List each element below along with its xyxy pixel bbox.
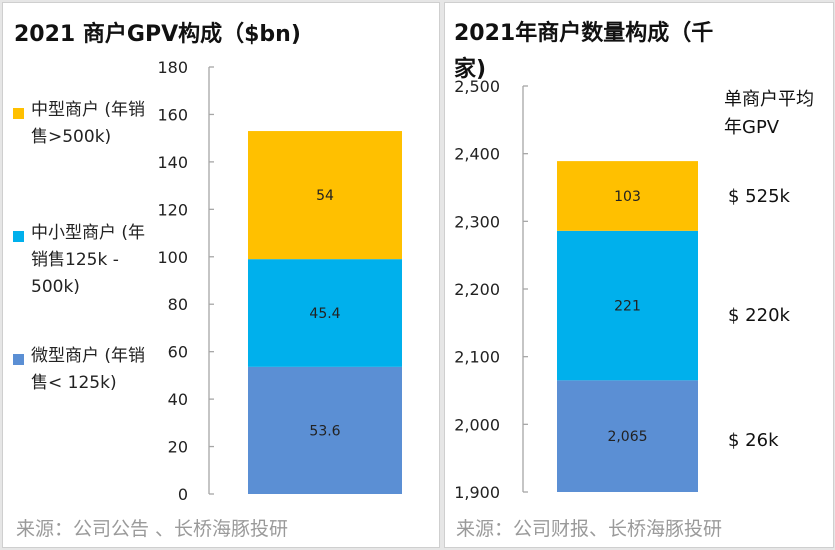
y-tick-label: 60	[168, 343, 188, 362]
data-label: 54	[316, 188, 334, 204]
avg-gpv-small-medium: $ 220k	[728, 305, 790, 326]
bar-segment	[557, 161, 698, 231]
gpv-source-note: 来源：公司公告 、长桥海豚投研	[16, 518, 289, 540]
y-tick-label: 2,300	[454, 212, 500, 231]
avg-gpv-medium: $ 525k	[728, 186, 790, 207]
avg-gpv-micro: $ 26k	[728, 430, 779, 451]
y-tick-label: 40	[168, 390, 188, 409]
y-tick-label: 80	[168, 295, 188, 314]
legend-micro: 微型商户 (年销售< 125k)	[31, 346, 146, 393]
legend-swatch-micro	[13, 354, 24, 365]
legend-swatch-small-medium	[13, 231, 24, 242]
bar-segment	[557, 380, 698, 492]
y-tick-label: 2,100	[454, 348, 500, 367]
bar-segment	[557, 230, 698, 381]
y-tick-label: 2,200	[454, 280, 500, 299]
data-label: 2,065	[607, 429, 647, 445]
y-tick-label: 100	[157, 248, 188, 267]
y-tick-label: 160	[157, 105, 188, 124]
y-tick-label: 0	[178, 485, 188, 504]
data-label: 53.6	[309, 423, 340, 439]
gpv-chart-title: 2021 商户GPV构成（$bn)	[14, 22, 301, 47]
bar-segment	[248, 131, 402, 260]
y-tick-label: 1,900	[454, 483, 500, 502]
y-tick-label: 180	[157, 58, 188, 77]
y-tick-label: 140	[157, 153, 188, 172]
y-tick-label: 2,500	[454, 77, 500, 96]
legend-medium: 中型商户 (年销售>500k)	[31, 100, 146, 147]
bar-segment	[248, 366, 402, 494]
data-label: 45.4	[309, 306, 340, 322]
y-tick-label: 120	[157, 200, 188, 219]
bar-segment	[248, 259, 402, 367]
data-label: 103	[614, 189, 641, 205]
data-label: 221	[614, 299, 641, 315]
y-tick-label: 2,000	[454, 415, 500, 434]
legend-small-medium: 中小型商户 (年销售125k - 500k)	[31, 223, 146, 297]
y-tick-label: 20	[168, 438, 188, 457]
legend-swatch-medium	[13, 108, 24, 119]
count-chart-title: 2021年商户数量构成（千家)	[454, 21, 714, 82]
avg-gpv-heading: 单商户平均年GPV	[724, 89, 814, 138]
y-tick-label: 2,400	[454, 145, 500, 164]
count-source-note: 来源：公司财报、长桥海豚投研	[456, 518, 723, 540]
